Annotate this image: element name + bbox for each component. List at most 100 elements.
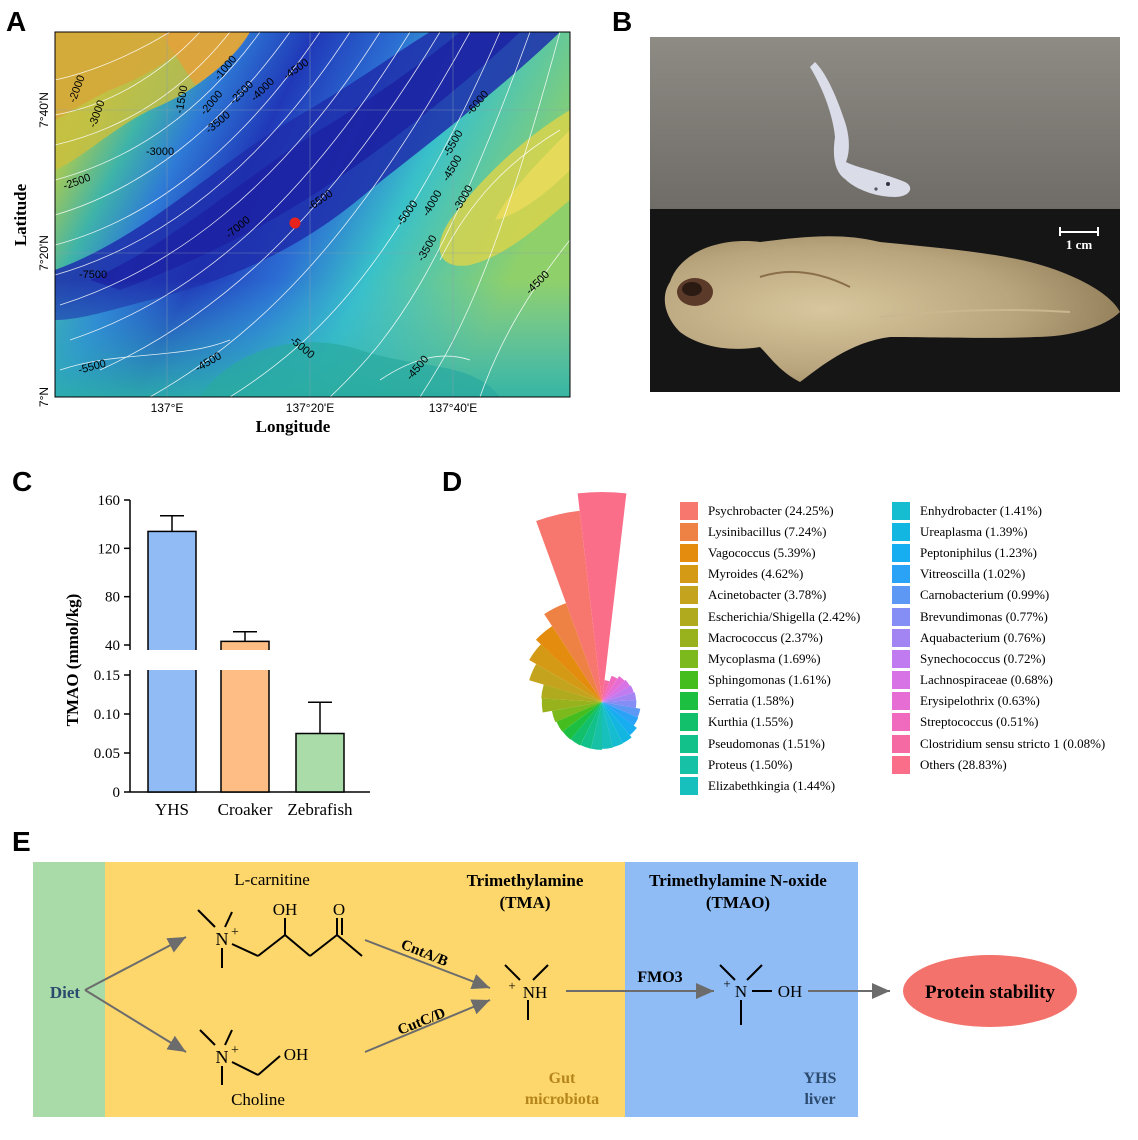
rose-slice xyxy=(535,626,602,702)
legend-label: Carnobacterium (0.99%) xyxy=(920,587,1050,603)
legend-swatch xyxy=(892,692,910,711)
oh-group: OH xyxy=(778,982,803,1001)
legend-item: Myroides (4.62%) xyxy=(680,564,860,585)
legend-item: Serratia (1.58%) xyxy=(680,691,860,712)
legend-label: Ureaplasma (1.39%) xyxy=(920,523,1028,539)
legend-swatch xyxy=(680,713,698,732)
map-xtick: 137°E xyxy=(151,401,184,415)
plus-charge: + xyxy=(723,976,730,991)
panel-label-d: D xyxy=(442,466,463,497)
legend-swatch xyxy=(680,565,698,584)
legend-swatch xyxy=(680,755,698,774)
fmo3-label: FMO3 xyxy=(637,969,682,986)
rose-slice xyxy=(602,702,637,736)
legend-label: Pseudomonas (1.51%) xyxy=(708,735,825,751)
microbiota-rose-panel xyxy=(430,470,680,815)
legend-item: Mycoplasma (1.69%) xyxy=(680,648,860,669)
y-tick-label: 0.05 xyxy=(94,746,120,762)
rose-slice xyxy=(544,603,602,702)
legend-label: Elizabethkingia (1.44%) xyxy=(708,778,836,794)
x-tick-label: YHS xyxy=(155,800,189,819)
map-xtick: 137°40'E xyxy=(429,401,477,415)
legend-swatch xyxy=(892,713,910,732)
legend-item: Others (28.83%) xyxy=(892,754,1105,775)
legend-swatch xyxy=(680,777,698,796)
o-atom: O xyxy=(333,900,345,919)
plus-charge: + xyxy=(231,925,239,940)
rose-slice xyxy=(590,702,602,750)
legend-item: Pseudomonas (1.51%) xyxy=(680,733,860,754)
oh-group: OH xyxy=(284,1045,309,1064)
legend-item: Elizabethkingia (1.44%) xyxy=(680,775,860,796)
contour-label: -3000 xyxy=(146,146,174,158)
legend-label: Clostridium sensu stricto 1 (0.08%) xyxy=(920,735,1106,751)
oh-group: OH xyxy=(273,900,298,919)
rose-slice xyxy=(577,492,627,702)
rose-slice xyxy=(529,663,602,702)
legend-item: Acinetobacter (3.78%) xyxy=(680,585,860,606)
legend-item: Streptococcus (0.51%) xyxy=(892,712,1105,733)
rose-slice xyxy=(551,702,602,723)
tma-structure xyxy=(504,964,549,1020)
specimen-fish-image xyxy=(664,236,1120,382)
rose-slice xyxy=(541,684,602,702)
legend-label: Psychrobacter (24.25%) xyxy=(708,502,834,518)
legend-label: Aquabacterium (0.76%) xyxy=(920,629,1046,645)
rose-slice xyxy=(602,680,610,702)
rose-slice xyxy=(602,702,639,726)
y-tick-label: 0.15 xyxy=(94,668,120,684)
rose-slice xyxy=(602,702,641,718)
legend-label: Vitreoscilla (1.02%) xyxy=(920,566,1026,582)
rose-slice xyxy=(529,644,602,702)
legend-swatch xyxy=(680,628,698,647)
gut-microbiota-label-2: microbiota xyxy=(525,1091,599,1108)
diet-label: Diet xyxy=(50,983,81,1002)
rose-slice xyxy=(602,685,634,702)
choline-label: Choline xyxy=(231,1090,285,1109)
rose-slice xyxy=(602,675,618,702)
panel-label-c: C xyxy=(12,466,33,497)
sample-site-marker xyxy=(289,217,301,229)
contour-label: -1500 xyxy=(174,85,191,115)
legend-label: Enhydrobacter (1.41%) xyxy=(920,502,1043,518)
x-tick-label: Croaker xyxy=(218,800,273,819)
legend-label: Proteus (1.50%) xyxy=(708,756,793,772)
legend-label: Synechococcus (0.72%) xyxy=(920,650,1046,666)
choline-structure xyxy=(199,1029,281,1085)
l-carnitine-label: L-carnitine xyxy=(234,870,310,889)
bathymetry-map-panel: -2000 -3000 -1000 -1500 -2000 -2500 -4000 -4500… xyxy=(0,20,600,455)
panel-label-e: E xyxy=(12,826,31,857)
legend-item: Sphingomonas (1.61%) xyxy=(680,670,860,691)
y-tick-label: 120 xyxy=(98,541,121,557)
map-xlabel: Longitude xyxy=(256,417,331,436)
legend-swatch xyxy=(892,607,910,626)
legend-item: Macrococcus (2.37%) xyxy=(680,627,860,648)
legend-item: Lysinibacillus (7.24%) xyxy=(680,521,860,542)
legend-label: Vagococcus (5.39%) xyxy=(708,544,816,560)
map-ytick: 7°N xyxy=(37,387,51,407)
rose-slice xyxy=(602,676,625,702)
legend-swatch xyxy=(892,628,910,647)
gut-microbiota-label-1: Gut xyxy=(549,1070,576,1087)
rose-slice xyxy=(562,702,602,740)
rose-slice xyxy=(570,702,602,746)
contour-label: -7500 xyxy=(79,269,107,281)
rose-slice xyxy=(602,702,623,748)
legend-swatch xyxy=(892,734,910,753)
legend-item: Ureaplasma (1.39%) xyxy=(892,521,1105,542)
gut-region xyxy=(105,862,625,1117)
legend-label: Escherichia/Shigella (2.42%) xyxy=(708,608,861,624)
legend-item: Peptoniphilus (1.23%) xyxy=(892,542,1105,563)
plus-charge: + xyxy=(231,1043,239,1058)
rose-slice xyxy=(602,700,637,708)
tmao-bar-chart: TMAO (mmol/kg) 16012080400.150.100.050YH… xyxy=(63,493,370,819)
tmao-pathway-diagram: Diet L-carnitine N + OH O N + OH Choline… xyxy=(0,830,1138,1140)
legend-label: Brevundimonas (0.77%) xyxy=(920,608,1048,624)
y-tick-label: 160 xyxy=(98,493,121,509)
panel-label-a: A xyxy=(6,6,27,37)
legend-swatch xyxy=(680,692,698,711)
bar-zebrafish xyxy=(295,732,345,793)
plus-charge: + xyxy=(508,978,515,993)
l-carnitine-structure xyxy=(197,909,363,968)
liver-region xyxy=(625,862,858,1117)
